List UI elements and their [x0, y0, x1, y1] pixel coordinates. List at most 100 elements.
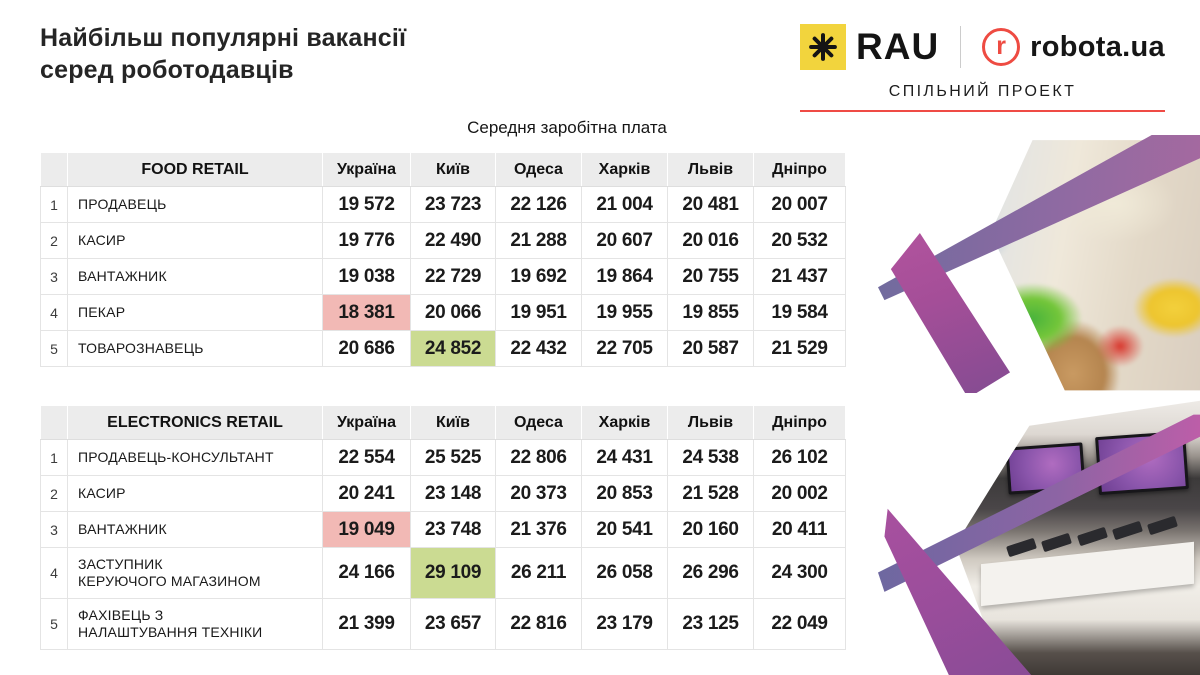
salary-value: 21 376 [495, 511, 582, 548]
salary-value: 23 723 [410, 186, 496, 223]
city-column-header: Харків [581, 405, 668, 440]
corner-cell [40, 152, 68, 187]
table-category-header: FOOD RETAIL [67, 152, 323, 187]
salary-value: 20 066 [410, 294, 496, 331]
salary-value: 25 525 [410, 439, 496, 476]
table-row: 2 КАСИР 20 241 23 148 20 373 20 853 21 528 20 0… [40, 475, 846, 512]
salary-value: 20 007 [753, 186, 846, 223]
partners-block: RAU r robota.ua СПІЛЬНИЙ ПРОЕКТ [800, 22, 1165, 112]
rau-wordmark: RAU [856, 26, 940, 67]
electronics-photo-composition [878, 398, 1200, 675]
salary-value: 22 806 [495, 439, 582, 476]
salary-value: 20 002 [753, 475, 846, 512]
salary-value: 19 951 [495, 294, 582, 331]
salary-value: 20 686 [322, 330, 411, 367]
salary-value: 20 853 [581, 475, 668, 512]
salary-value: 21 399 [322, 598, 411, 650]
city-column-header: Харків [581, 152, 668, 187]
page-title: Найбільш популярні вакансії серед робото… [40, 24, 407, 84]
row-number: 2 [40, 222, 68, 259]
salary-value: 20 160 [667, 511, 754, 548]
city-column-header: Україна [322, 405, 411, 440]
row-number: 4 [40, 547, 68, 599]
salary-value: 24 300 [753, 547, 846, 599]
row-number: 2 [40, 475, 68, 512]
logo-divider [960, 26, 962, 68]
salary-value: 19 572 [322, 186, 411, 223]
table-row: 1 ПРОДАВЕЦЬ 19 572 23 723 22 126 21 004 20 481… [40, 186, 846, 223]
city-column-header: Львів [667, 152, 754, 187]
salary-value: 18 381 [322, 294, 411, 331]
salary-value: 20 481 [667, 186, 754, 223]
salary-value: 20 241 [322, 475, 411, 512]
salary-value: 19 776 [322, 222, 411, 259]
job-title: КАСИР [67, 475, 323, 512]
city-column-header: Дніпро [753, 152, 846, 187]
table-row: 5 ФАХІВЕЦЬ З НАЛАШТУВАННЯ ТЕХНІКИ 21 399 23… [40, 598, 846, 650]
table-row: 5 ТОВАРОЗНАВЕЦЬ 20 686 24 852 22 432 22 705 20… [40, 330, 846, 367]
job-title: ТОВАРОЗНАВЕЦЬ [67, 330, 323, 367]
salary-value: 22 729 [410, 258, 496, 295]
salary-value: 20 541 [581, 511, 668, 548]
salary-value: 21 528 [667, 475, 754, 512]
salary-subtitle: Середня заробітна плата [467, 118, 667, 137]
salary-value: 29 109 [410, 547, 496, 599]
job-title: ПРОДАВЕЦЬ [67, 186, 323, 223]
table-row: 3 ВАНТАЖНИК 19 049 23 748 21 376 20 541 20 160… [40, 511, 846, 548]
salary-value: 19 049 [322, 511, 411, 548]
salary-value: 21 288 [495, 222, 582, 259]
robota-r-icon: r [982, 28, 1021, 66]
city-column-header: Україна [322, 152, 411, 187]
food-retail-table: FOOD RETAIL Україна Київ Одеса Харків Львів Дн… [40, 152, 846, 367]
table-row: 2 КАСИР 19 776 22 490 21 288 20 607 20 016 20 5… [40, 222, 846, 259]
job-title: ПРОДАВЕЦЬ-КОНСУЛЬТАНТ [67, 439, 323, 476]
salary-value: 26 211 [495, 547, 582, 599]
salary-value: 20 755 [667, 258, 754, 295]
salary-value: 24 852 [410, 330, 496, 367]
salary-value: 24 166 [322, 547, 411, 599]
salary-value: 22 126 [495, 186, 582, 223]
salary-value: 21 529 [753, 330, 846, 367]
job-title: ПЕКАР [67, 294, 323, 331]
row-number: 1 [40, 439, 68, 476]
rau-logo: RAU [800, 24, 939, 70]
salary-value: 23 125 [667, 598, 754, 650]
city-column-header: Львів [667, 405, 754, 440]
salary-value: 20 532 [753, 222, 846, 259]
salary-value: 19 038 [322, 258, 411, 295]
salary-value: 24 431 [581, 439, 668, 476]
robota-logo: r robota.ua [982, 28, 1165, 66]
salary-value: 22 432 [495, 330, 582, 367]
table-row: 3 ВАНТАЖНИК 19 038 22 729 19 692 19 864 20 755… [40, 258, 846, 295]
row-number: 5 [40, 598, 68, 650]
row-number: 1 [40, 186, 68, 223]
logo-row: RAU r robota.ua [800, 22, 1165, 72]
joint-project-label: СПІЛЬНИЙ ПРОЕКТ [888, 83, 1077, 100]
salary-value: 20 607 [581, 222, 668, 259]
salary-value: 19 955 [581, 294, 668, 331]
salary-value: 21 004 [581, 186, 668, 223]
row-number: 3 [40, 258, 68, 295]
city-column-header: Одеса [495, 405, 582, 440]
rau-star-icon [800, 24, 846, 70]
row-number: 3 [40, 511, 68, 548]
corner-cell [40, 405, 68, 440]
job-title: КАСИР [67, 222, 323, 259]
salary-table: ELECTRONICS RETAIL Україна Київ Одеса Харків… [40, 405, 846, 650]
salary-value: 22 490 [410, 222, 496, 259]
salary-value: 23 179 [581, 598, 668, 650]
salary-value: 19 864 [581, 258, 668, 295]
salary-value: 19 584 [753, 294, 846, 331]
salary-value: 26 296 [667, 547, 754, 599]
salary-value: 20 373 [495, 475, 582, 512]
salary-value: 21 437 [753, 258, 846, 295]
robota-wordmark: robota.ua [1030, 30, 1165, 63]
salary-value: 22 816 [495, 598, 582, 650]
job-title: ВАНТАЖНИК [67, 258, 323, 295]
salary-value: 22 049 [753, 598, 846, 650]
salary-value: 20 016 [667, 222, 754, 259]
salary-value: 23 148 [410, 475, 496, 512]
electronics-retail-table: ELECTRONICS RETAIL Україна Київ Одеса Харків… [40, 405, 846, 650]
job-title: ФАХІВЕЦЬ З НАЛАШТУВАННЯ ТЕХНІКИ [67, 598, 323, 650]
